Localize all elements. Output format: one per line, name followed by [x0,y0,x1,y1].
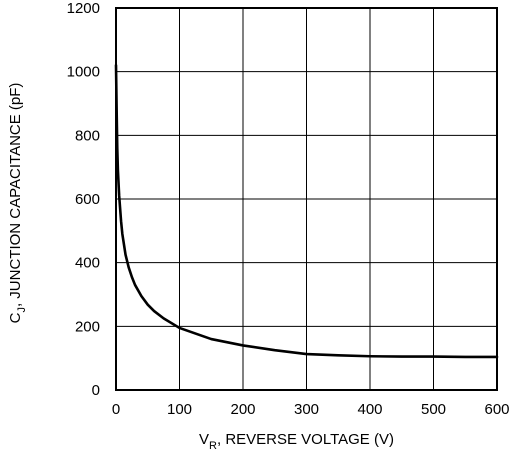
y-tick-label: 400 [75,255,100,272]
y-axis-label-subscript: J [16,307,28,313]
x-tick-labels: 0 100 200 300 400 500 600 [112,401,510,418]
y-tick-labels: 0 200 400 600 800 1000 1200 [67,0,100,399]
x-axis-label-subscript: R [209,440,217,449]
y-axis-label-rest: , JUNCTION CAPACITANCE (pF) [7,83,24,307]
y-tick-label: 1200 [67,0,100,17]
x-axis-label-rest: , REVERSE VOLTAGE (V) [217,431,394,448]
grid-lines [115,7,498,391]
y-tick-label: 600 [75,191,100,208]
x-tick-label: 300 [294,401,319,418]
x-axis-label-main: V [199,431,209,448]
x-tick-label: 400 [357,401,382,418]
x-tick-label: 500 [421,401,446,418]
y-axis-label: CJ, JUNCTION CAPACITANCE (pF) [7,83,28,324]
x-tick-label: 0 [112,401,120,418]
x-axis-label: VR, REVERSE VOLTAGE (V) [199,431,394,449]
y-tick-label: 0 [92,382,100,399]
capacitance-curve [114,64,499,359]
x-tick-label: 100 [167,401,192,418]
x-tick-label: 200 [230,401,255,418]
y-tick-label: 800 [75,127,100,144]
y-axis-label-main: C [7,312,24,323]
y-tick-label: 200 [75,318,100,335]
plot-frame [115,7,498,391]
y-tick-label: 1000 [67,64,100,81]
x-tick-label: 600 [484,401,509,418]
